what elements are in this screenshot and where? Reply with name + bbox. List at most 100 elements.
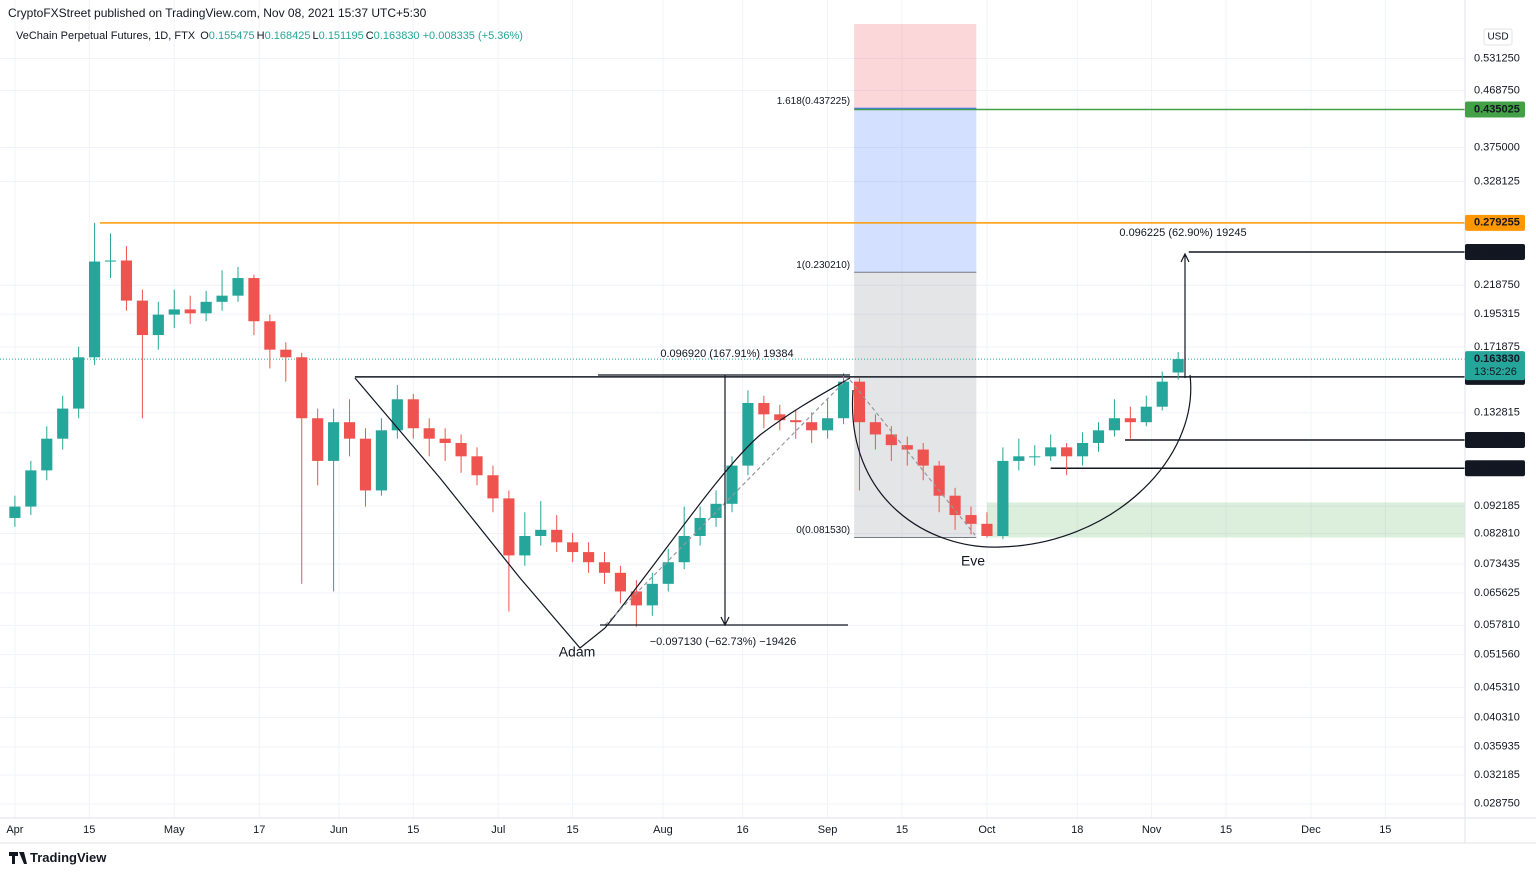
candle-body: [359, 438, 372, 491]
candle-body: [806, 422, 818, 431]
fib-fill: [854, 272, 977, 538]
y-tick-label: 0.057810: [1474, 619, 1520, 631]
legend-key: L: [312, 30, 319, 42]
candle-body: [981, 523, 993, 536]
x-tick-label: 15: [407, 824, 419, 836]
y-tick-label: 0.035935: [1474, 741, 1520, 753]
candle-body: [519, 535, 531, 556]
candle-body: [869, 422, 881, 435]
candle-body: [104, 260, 117, 262]
price-badge: [1465, 214, 1525, 231]
candle-body: [582, 552, 595, 563]
price-badge: [1465, 431, 1525, 448]
legend-key: O: [200, 30, 209, 42]
measure-label: 0.096225 (62.90%) 19245: [1119, 227, 1246, 239]
x-tick-label: 18: [1071, 824, 1083, 836]
candle-body: [822, 418, 834, 431]
y-tick-label: 0.073435: [1474, 558, 1520, 570]
x-tick-label: Sep: [818, 824, 838, 836]
x-tick-label: 17: [253, 824, 265, 836]
candle-body: [1140, 406, 1152, 423]
fib-label: 1.618(0.437225): [777, 96, 850, 107]
candle-body: [1076, 442, 1089, 457]
y-tick-label: 0.045310: [1474, 681, 1520, 693]
candle-body: [168, 309, 180, 315]
candle-body: [136, 300, 148, 336]
footer: TradingView: [30, 850, 107, 865]
candle-body: [471, 456, 483, 476]
measure-line: [598, 374, 850, 627]
y-tick-label: 0.375000: [1474, 141, 1520, 153]
x-tick-label: Oct: [978, 824, 995, 836]
candle-body: [614, 572, 627, 592]
candle-body: [933, 465, 945, 496]
last-price-badge: [1465, 351, 1525, 381]
candle-body: [949, 495, 961, 516]
candle-body: [1172, 359, 1184, 373]
logo: [9, 852, 27, 864]
candles: [9, 222, 1184, 627]
candle-body: [1061, 447, 1073, 457]
price-badge: [1465, 243, 1525, 260]
measure-arrow: [1180, 252, 1190, 378]
change: +0.008335 (+5.36%): [422, 30, 523, 42]
fib-label: 0(0.081530): [796, 525, 850, 536]
candle-body: [646, 583, 658, 606]
legend-key: C: [365, 30, 374, 42]
last-price-label: 0.163830: [1474, 353, 1520, 365]
candle-body: [535, 529, 547, 536]
y-tick-label: 0.531250: [1474, 52, 1520, 64]
legend-value: 0.168425: [264, 30, 311, 42]
candle-body: [343, 422, 356, 439]
y-tick-label: 0.328125: [1474, 176, 1520, 188]
y-tick-label: 0.132815: [1474, 407, 1520, 419]
candle-body: [503, 498, 515, 556]
candle-body: [264, 321, 276, 350]
candle-body: [25, 470, 37, 507]
candle-body: [89, 261, 101, 358]
candle-body: [694, 517, 706, 536]
ohlc: O0.155475 H0.168425 L0.151195 C0.163830: [198, 30, 419, 42]
candle-body: [73, 357, 85, 409]
measure-label: 0.096920 (167.91%) 19384: [660, 348, 793, 360]
y-tick-label: 0.028750: [1474, 798, 1520, 810]
candle-body: [248, 278, 260, 322]
candle-body: [9, 506, 21, 518]
price-badge-label: 0.119385: [1474, 434, 1519, 446]
candle-body: [774, 414, 786, 421]
legend-key: H: [256, 30, 265, 42]
candle-body: [567, 542, 579, 553]
y-tick-label: 0.171875: [1474, 341, 1520, 353]
candle-body: [997, 460, 1009, 536]
candle-body: [216, 295, 228, 302]
candle-body: [1124, 418, 1136, 423]
candle-body: [375, 430, 387, 491]
legend-value: 0.151195: [318, 30, 364, 42]
candle-body: [487, 475, 499, 499]
legend-value: 0.163830: [373, 30, 420, 42]
fib-fill: [854, 24, 977, 109]
x-tick-label: Jun: [330, 824, 348, 836]
measure-label: −0.097130 (−62.73%) −19426: [650, 636, 797, 648]
fib-fill: [854, 108, 977, 273]
header: CryptoFXStreet published on TradingView.…: [8, 6, 427, 20]
candle-body: [280, 349, 292, 358]
candle-body: [455, 442, 467, 457]
countdown: 13:52:26: [1474, 366, 1517, 378]
candle-body: [57, 408, 69, 439]
candle-body: [1108, 418, 1121, 431]
adam-line: [354, 377, 606, 649]
fib-label: 1(0.230210): [796, 260, 850, 271]
candle-body: [742, 402, 754, 466]
symbol: VeChain Perpetual Futures, 1D, FTX: [16, 30, 196, 42]
candle-body: [598, 562, 611, 573]
x-tick-label: May: [164, 824, 185, 836]
candle-body: [296, 357, 308, 419]
price-badge: [1465, 460, 1525, 477]
y-tick-label: 0.195315: [1474, 308, 1520, 320]
candle-body: [917, 449, 929, 466]
currency: USD: [1487, 32, 1508, 43]
candle-body: [837, 381, 850, 419]
